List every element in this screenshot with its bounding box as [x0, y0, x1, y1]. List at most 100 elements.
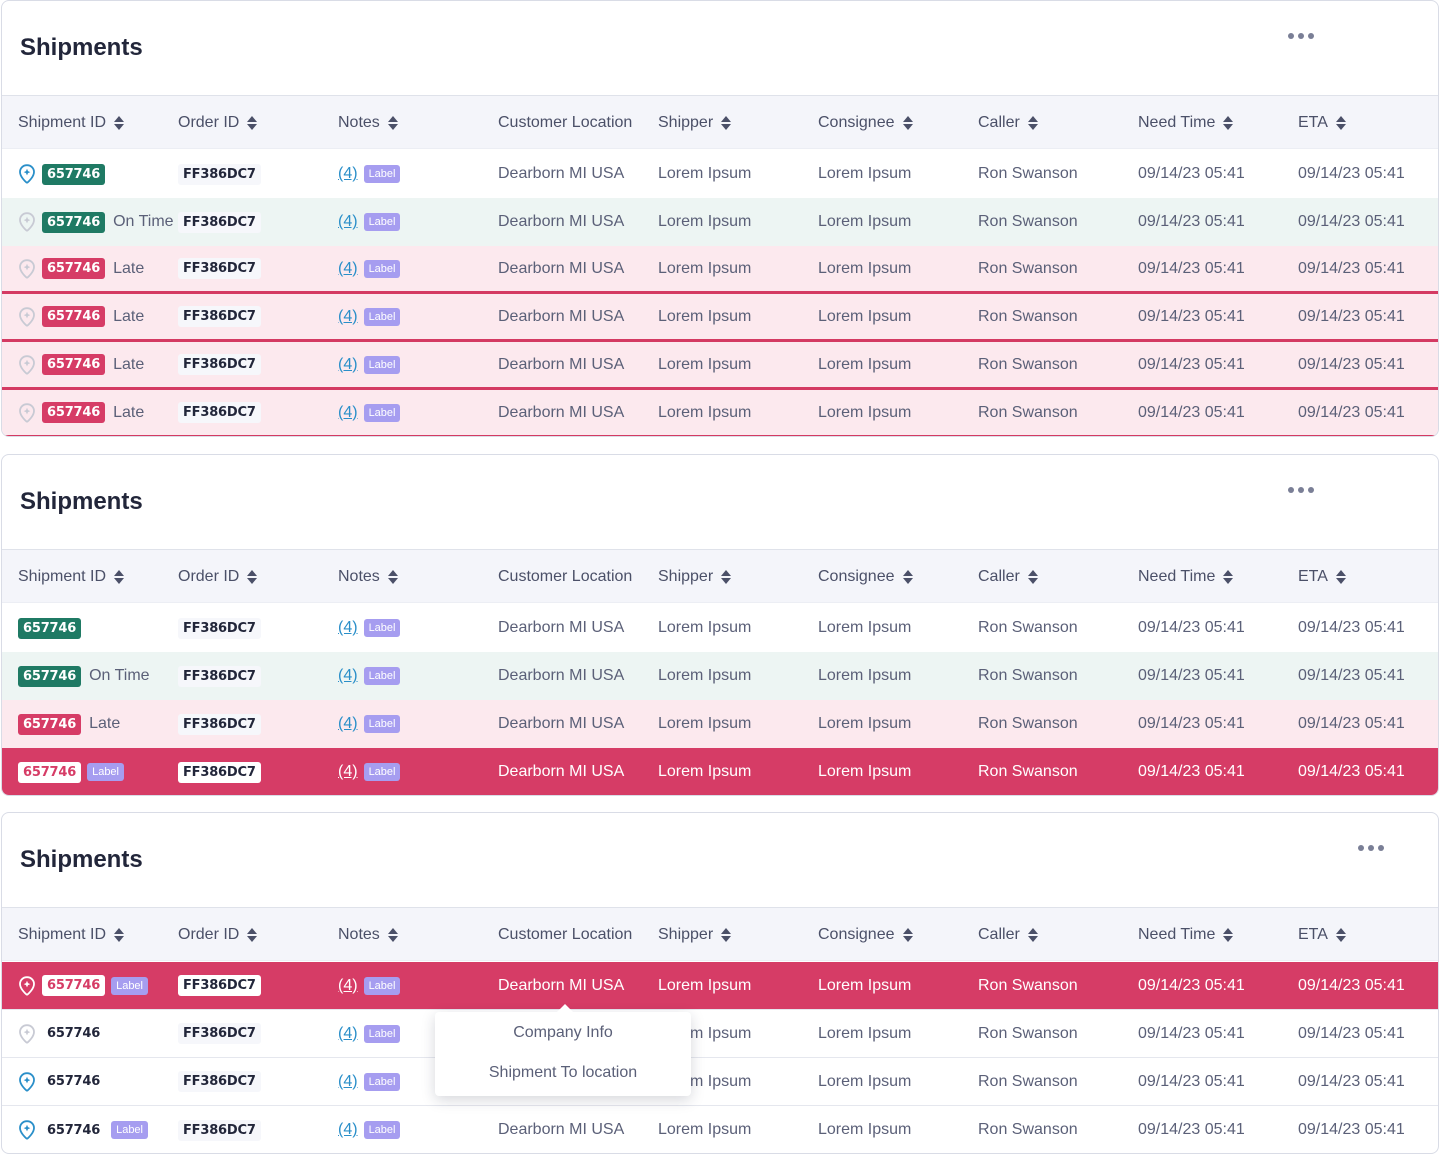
location-pin-icon[interactable]	[18, 975, 36, 996]
table-row[interactable]: 657746 Late FF386DC7 (4) Label Dearborn …	[2, 390, 1438, 436]
shipment-id-badge[interactable]: 657746	[42, 1023, 106, 1044]
col-header-order-id[interactable]: Order ID	[178, 550, 258, 604]
table-row[interactable]: 657746 FF386DC7 (4) Label Dearborn MI US…	[2, 150, 1438, 198]
notes-link[interactable]: (4)	[338, 403, 358, 421]
sort-icon[interactable]	[387, 928, 398, 942]
table-row[interactable]: 657746 Late FF386DC7 (4) Label Dearborn …	[2, 294, 1438, 342]
col-header-caller[interactable]: Caller	[978, 908, 1038, 962]
shipment-id-badge[interactable]: 657746	[42, 258, 106, 279]
more-options-icon[interactable]	[1288, 487, 1314, 493]
table-row[interactable]: 657746 Late FF386DC7 (4) Label Dearborn …	[2, 246, 1438, 294]
order-id-badge[interactable]: FF386DC7	[178, 354, 261, 375]
sort-icon[interactable]	[1335, 116, 1346, 130]
menu-item-company-info[interactable]: Company Info	[513, 1024, 613, 1041]
table-row[interactable]: 657746 FF386DC7 (4) Label Dearborn MI US…	[2, 604, 1438, 652]
col-header-consignee[interactable]: Consignee	[818, 96, 913, 150]
sort-icon[interactable]	[387, 116, 398, 130]
location-pin-icon[interactable]	[18, 1023, 36, 1044]
sort-icon[interactable]	[1027, 116, 1038, 130]
notes-link[interactable]: (4)	[338, 715, 358, 732]
shipment-id-badge[interactable]: 657746	[42, 975, 106, 996]
sort-icon[interactable]	[1027, 570, 1038, 584]
col-header-customer-location[interactable]: Customer Location	[498, 908, 632, 962]
sort-icon[interactable]	[247, 570, 258, 584]
col-header-caller[interactable]: Caller	[978, 550, 1038, 604]
col-header-notes[interactable]: Notes	[338, 908, 398, 962]
notes-link[interactable]: (4)	[338, 1121, 358, 1138]
sort-icon[interactable]	[114, 570, 125, 584]
shipment-id-badge[interactable]: 657746	[42, 354, 106, 375]
sort-icon[interactable]	[1223, 570, 1234, 584]
shipment-id-badge[interactable]: 657746	[18, 713, 82, 735]
order-id-badge[interactable]: FF386DC7	[178, 163, 261, 185]
table-row[interactable]: 657746 FF386DC7 (4) Label Dearborn MI US…	[2, 1010, 1438, 1058]
sort-icon[interactable]	[1335, 570, 1346, 584]
col-header-notes[interactable]: Notes	[338, 96, 398, 150]
order-id-badge[interactable]: FF386DC7	[178, 761, 261, 783]
col-header-consignee[interactable]: Consignee	[818, 550, 913, 604]
location-pin-icon[interactable]	[18, 354, 36, 375]
table-row[interactable]: 657746 FF386DC7 (4) Label Dearborn MI US…	[2, 1058, 1438, 1106]
sort-icon[interactable]	[114, 928, 125, 942]
sort-icon[interactable]	[721, 928, 732, 942]
col-header-customer-location[interactable]: Customer Location	[498, 96, 632, 150]
sort-icon[interactable]	[721, 116, 732, 130]
location-pin-icon[interactable]	[18, 258, 36, 279]
order-id-badge[interactable]: FF386DC7	[178, 1023, 261, 1044]
col-header-shipper[interactable]: Shipper	[658, 908, 732, 962]
shipment-id-badge[interactable]: 657746	[42, 163, 106, 185]
sort-icon[interactable]	[1223, 116, 1234, 130]
col-header-order-id[interactable]: Order ID	[178, 96, 258, 150]
sort-icon[interactable]	[247, 928, 258, 942]
sort-icon[interactable]	[1223, 928, 1234, 942]
notes-link[interactable]: (4)	[338, 213, 358, 230]
col-header-shipper[interactable]: Shipper	[658, 96, 732, 150]
order-id-badge[interactable]: FF386DC7	[178, 1071, 261, 1092]
location-pin-icon[interactable]	[18, 1120, 36, 1140]
col-header-caller[interactable]: Caller	[978, 96, 1038, 150]
sort-icon[interactable]	[902, 116, 913, 130]
notes-link[interactable]: (4)	[338, 1072, 358, 1090]
col-header-shipment-id[interactable]: Shipment ID	[18, 550, 125, 604]
order-id-badge[interactable]: FF386DC7	[178, 975, 261, 996]
table-row[interactable]: 657746 On Time FF386DC7 (4) Label Dearbo…	[2, 652, 1438, 700]
shipment-id-badge[interactable]: 657746	[42, 211, 106, 233]
shipment-id-badge[interactable]: 657746	[18, 665, 82, 687]
table-row[interactable]: 657746 Label FF386DC7 (4) Label Dearborn…	[2, 748, 1438, 795]
col-header-consignee[interactable]: Consignee	[818, 908, 913, 962]
shipment-id-badge[interactable]: 657746	[18, 761, 82, 783]
notes-link[interactable]: (4)	[338, 355, 358, 373]
more-options-icon[interactable]	[1358, 845, 1384, 851]
table-row[interactable]: 657746 Label FF386DC7 (4) Label Dearborn…	[2, 962, 1438, 1010]
order-id-badge[interactable]: FF386DC7	[178, 665, 261, 687]
col-header-order-id[interactable]: Order ID	[178, 908, 258, 962]
table-row[interactable]: 657746 Label FF386DC7 (4) Label Dearborn…	[2, 1106, 1438, 1153]
col-header-customer-location[interactable]: Customer Location	[498, 550, 632, 604]
order-id-badge[interactable]: FF386DC7	[178, 211, 261, 233]
notes-link[interactable]: (4)	[338, 763, 358, 780]
shipment-id-badge[interactable]: 657746	[18, 617, 82, 639]
sort-icon[interactable]	[1027, 928, 1038, 942]
col-header-eta[interactable]: ETA	[1298, 550, 1346, 604]
notes-link[interactable]: (4)	[338, 165, 358, 182]
col-header-need-time[interactable]: Need Time	[1138, 96, 1234, 150]
notes-link[interactable]: (4)	[338, 667, 358, 684]
col-header-need-time[interactable]: Need Time	[1138, 908, 1234, 962]
location-pin-icon[interactable]	[18, 402, 36, 423]
sort-icon[interactable]	[1335, 928, 1346, 942]
shipment-id-badge[interactable]: 657746	[42, 306, 106, 327]
order-id-badge[interactable]: FF386DC7	[178, 617, 261, 639]
shipment-id-badge[interactable]: 657746	[42, 402, 106, 423]
col-header-shipment-id[interactable]: Shipment ID	[18, 96, 125, 150]
notes-link[interactable]: (4)	[338, 976, 358, 994]
col-header-eta[interactable]: ETA	[1298, 908, 1346, 962]
sort-icon[interactable]	[902, 570, 913, 584]
col-header-notes[interactable]: Notes	[338, 550, 398, 604]
location-pin-icon[interactable]	[18, 212, 36, 232]
order-id-badge[interactable]: FF386DC7	[178, 713, 261, 735]
table-row[interactable]: 657746 Late FF386DC7 (4) Label Dearborn …	[2, 342, 1438, 390]
col-header-need-time[interactable]: Need Time	[1138, 550, 1234, 604]
location-pin-icon[interactable]	[18, 1071, 36, 1092]
more-options-icon[interactable]	[1288, 33, 1314, 39]
col-header-eta[interactable]: ETA	[1298, 96, 1346, 150]
